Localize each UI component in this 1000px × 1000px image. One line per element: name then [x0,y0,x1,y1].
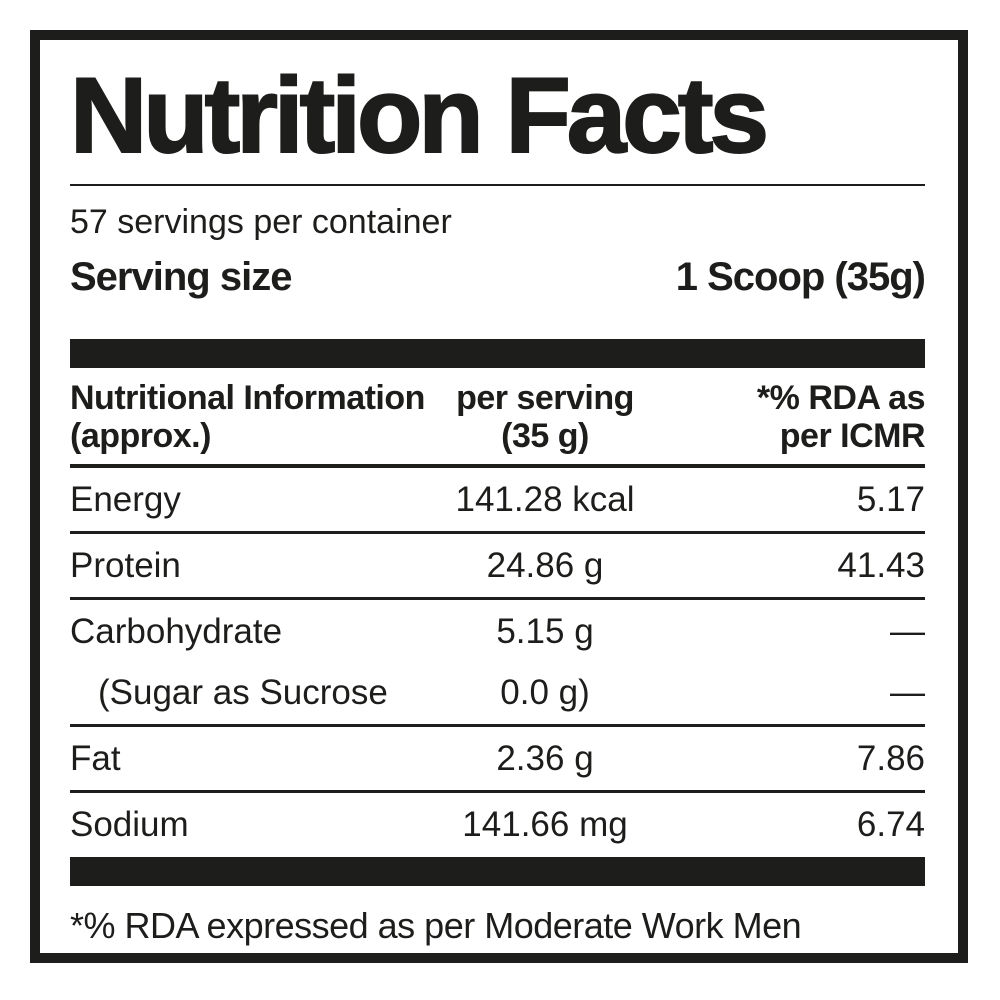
row-amount: 5.15 g [496,612,594,652]
row-rda: — [890,612,925,652]
row-rda: 5.17 [856,480,925,520]
row-name: Carbohydrate [70,612,283,652]
header-rda-column: *% RDA as per ICMR [710,379,926,456]
separator-bar-bottom [70,857,925,887]
header-nutrient-column: Nutritional Information (approx.) [70,379,425,456]
header-nutrient-line1: Nutritional Information [70,379,425,418]
table-row-sugar: (Sugar as Sucrose 0.0 g) — [70,661,925,728]
table-row-protein: Protein 24.86 g 41.43 [70,534,925,601]
header-rda-line1: *% RDA as [756,379,926,418]
row-name: Fat [70,739,121,779]
row-amount: 141.66 mg [462,805,628,845]
row-name: Sodium [70,805,189,845]
row-rda: 41.43 [837,546,925,586]
row-rda: — [890,673,925,713]
row-amount: 24.86 g [486,546,604,586]
table-row-carbohydrate: Carbohydrate 5.15 g — [70,600,925,661]
serving-size-value: 1 Scoop (35g) [675,255,926,300]
row-amount: 0.0 g) [500,673,590,713]
row-amount: 141.28 kcal [455,480,635,520]
table-row-energy: Energy 141.28 kcal 5.17 [70,468,925,535]
table-row-sodium: Sodium 141.66 mg 6.74 [70,793,925,855]
title-divider [70,184,925,187]
servings-per-container: 57 servings per container [70,203,452,242]
nutrition-facts-label: Nutrition Facts 57 servings per containe… [30,30,968,963]
table-row-fat: Fat 2.36 g 7.86 [70,727,925,794]
row-rda: 7.86 [856,739,925,779]
row-name: (Sugar as Sucrose [98,673,388,713]
separator-bar-top [70,339,925,369]
header-rda-line2: per ICMR [779,417,926,456]
row-name: Protein [70,546,181,586]
row-rda: 6.74 [856,805,925,845]
table-header-row: Nutritional Information (approx.) per se… [70,368,926,469]
header-nutrient-line2: (approx.) [70,417,211,456]
header-per-serving-line1: per serving [456,379,634,418]
serving-size-label: Serving size [70,255,292,300]
serving-size-row: Serving size 1 Scoop (35g) [70,253,926,301]
row-name: Energy [70,480,181,520]
label-title: Nutrition Facts [69,55,770,175]
header-per-serving-column: per serving (35 g) [380,379,710,455]
row-amount: 2.36 g [496,739,594,779]
rda-footnote: *% RDA expressed as per Moderate Work Me… [70,905,802,947]
header-per-serving-line2: (35 g) [501,417,589,456]
